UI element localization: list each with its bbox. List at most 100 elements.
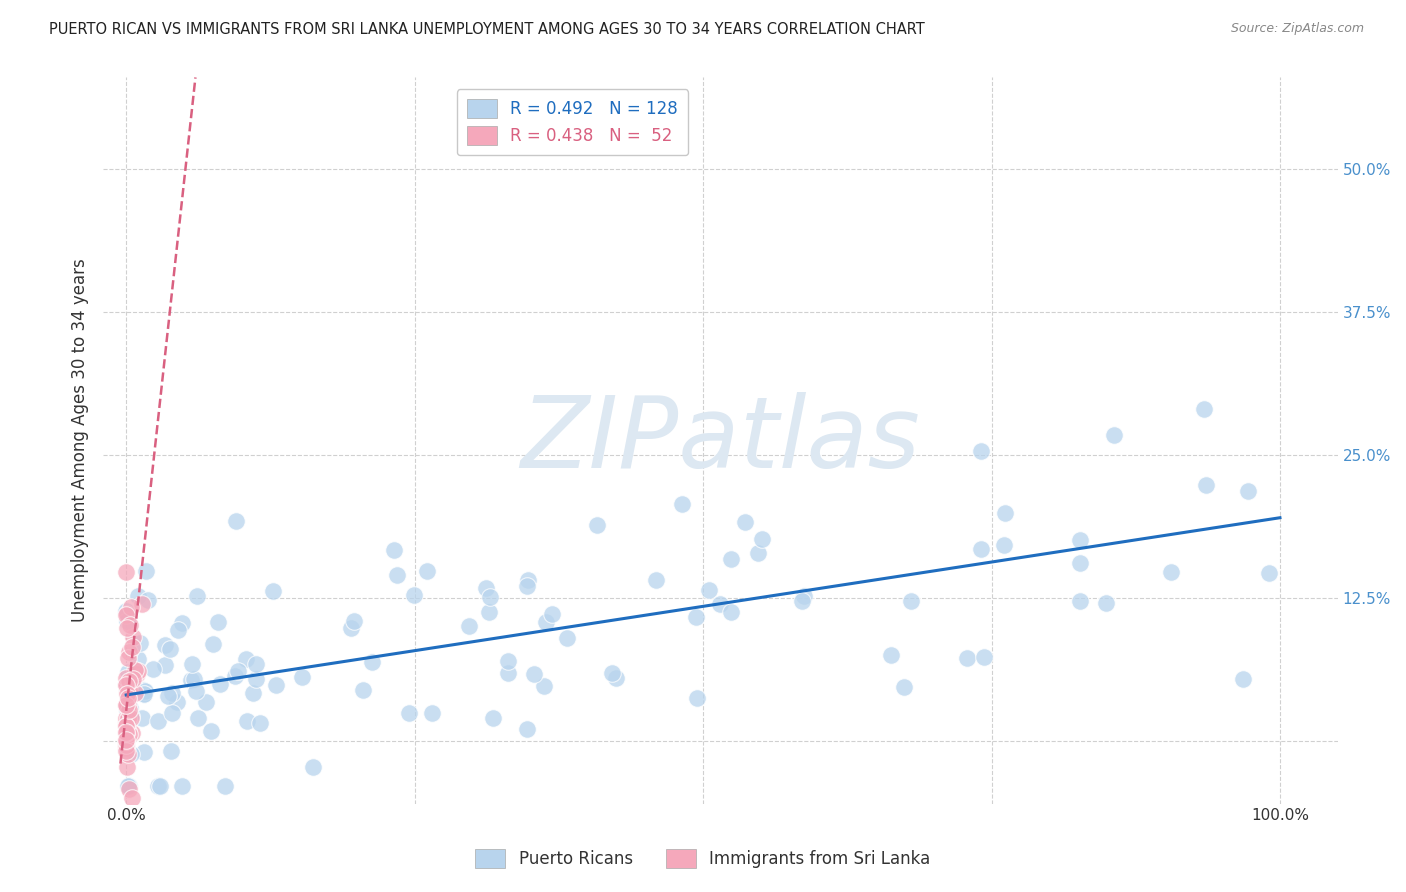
Point [115, 724, 138, 739]
Point [709, 597, 731, 611]
Point [249, 715, 271, 730]
Point [115, 726, 138, 740]
Point [118, 780, 141, 794]
Point [685, 610, 707, 624]
Point [117, 707, 139, 722]
Point [159, 642, 181, 657]
Point [127, 651, 149, 665]
Point [121, 640, 143, 654]
Point [118, 702, 141, 716]
Point [970, 443, 993, 458]
Point [115, 738, 138, 752]
Point [120, 600, 142, 615]
Point [117, 724, 139, 739]
Point [115, 566, 138, 580]
Point [170, 780, 193, 794]
Point [132, 683, 155, 698]
Point [1195, 478, 1218, 492]
Point [115, 698, 138, 712]
Point [117, 747, 139, 762]
Point [155, 658, 177, 673]
Point [416, 564, 439, 578]
Point [734, 515, 756, 529]
Point [132, 687, 155, 701]
Point [121, 791, 143, 805]
Point [132, 745, 155, 759]
Point [475, 581, 498, 595]
Point [523, 667, 546, 681]
Point [186, 684, 208, 698]
Point [118, 781, 141, 796]
Point [118, 726, 141, 740]
Point [115, 671, 138, 685]
Point [720, 551, 742, 566]
Point [115, 719, 138, 733]
Point [125, 667, 148, 681]
Point [117, 665, 139, 680]
Point [115, 734, 138, 748]
Point [127, 589, 149, 603]
Point [115, 687, 138, 701]
Point [160, 686, 183, 700]
Point [956, 650, 979, 665]
Point [264, 678, 287, 692]
Point [117, 780, 139, 794]
Point [224, 668, 246, 682]
Y-axis label: Unemployment Among Ages 30 to 34 years: Unemployment Among Ages 30 to 34 years [72, 259, 89, 623]
Point [124, 663, 146, 677]
Point [115, 604, 138, 618]
Point [135, 564, 157, 578]
Point [117, 651, 139, 665]
Point [242, 686, 264, 700]
Point [153, 638, 176, 652]
Point [993, 538, 1015, 552]
Point [235, 652, 257, 666]
Point [157, 689, 180, 703]
Point [1069, 533, 1091, 548]
Point [747, 546, 769, 560]
Point [384, 543, 406, 558]
Point [180, 673, 202, 687]
Point [225, 515, 247, 529]
Point [1102, 427, 1125, 442]
Point [1069, 557, 1091, 571]
Point [477, 605, 499, 619]
Point [117, 711, 139, 725]
Point [1232, 672, 1254, 686]
Point [1160, 565, 1182, 579]
Point [115, 677, 138, 691]
Point [146, 780, 169, 794]
Point [115, 607, 138, 621]
Point [214, 780, 236, 794]
Point [115, 711, 138, 725]
Text: Source: ZipAtlas.com: Source: ZipAtlas.com [1230, 22, 1364, 36]
Point [793, 589, 815, 603]
Point [1237, 483, 1260, 498]
Point [478, 590, 501, 604]
Point [516, 722, 538, 736]
Point [534, 615, 557, 630]
Legend: R = 0.492   N = 128, R = 0.438   N =  52: R = 0.492 N = 128, R = 0.438 N = 52 [457, 89, 688, 155]
Point [115, 733, 138, 747]
Point [1095, 596, 1118, 610]
Point [720, 605, 742, 619]
Point [167, 623, 190, 637]
Point [751, 533, 773, 547]
Point [343, 614, 366, 628]
Point [516, 579, 538, 593]
Point [115, 621, 138, 635]
Point [117, 680, 139, 694]
Point [202, 637, 225, 651]
Point [533, 679, 555, 693]
Point [671, 497, 693, 511]
Point [117, 698, 139, 713]
Point [149, 780, 172, 794]
Point [115, 703, 138, 717]
Point [115, 744, 138, 758]
Point [262, 583, 284, 598]
Point [132, 687, 155, 701]
Point [1069, 593, 1091, 607]
Point [420, 706, 443, 720]
Point [352, 682, 374, 697]
Point [115, 614, 138, 628]
